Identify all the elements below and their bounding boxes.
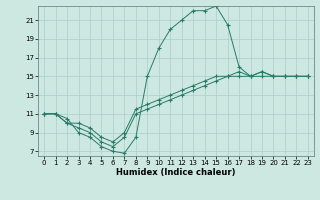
X-axis label: Humidex (Indice chaleur): Humidex (Indice chaleur) (116, 168, 236, 177)
